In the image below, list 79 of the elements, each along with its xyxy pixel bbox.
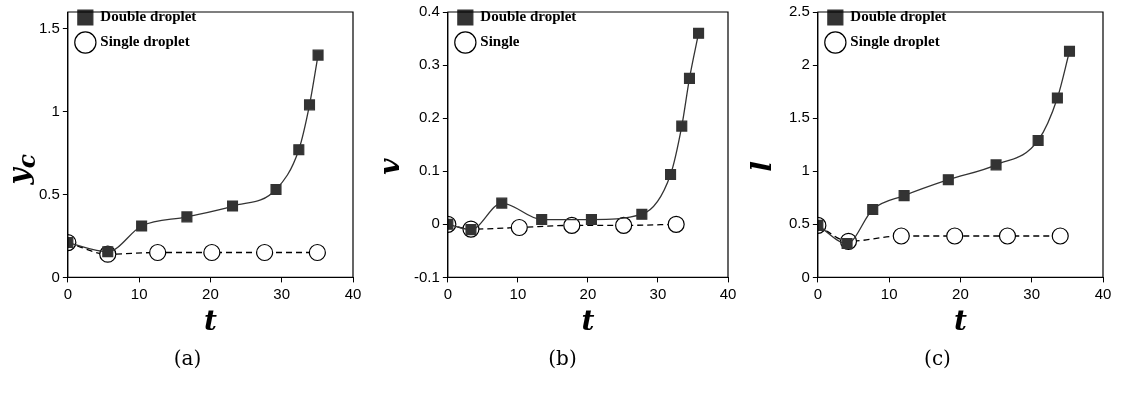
point	[270, 183, 282, 196]
point	[563, 216, 581, 234]
legend-label: Single droplet	[100, 33, 190, 50]
point	[1032, 134, 1044, 146]
point	[867, 203, 879, 216]
point	[667, 215, 685, 233]
y-tick-label: 1	[801, 161, 810, 179]
point	[946, 227, 964, 245]
point	[510, 218, 528, 237]
x-tick-label: 30	[1023, 284, 1041, 302]
point	[636, 208, 648, 220]
text: (a)	[172, 346, 203, 370]
x-tick-label: 10	[509, 284, 527, 302]
y-tick-label: 0	[51, 267, 60, 285]
y-tick-label: 1.5	[788, 108, 810, 126]
point	[203, 243, 221, 262]
x-tick-label: 30	[649, 284, 667, 302]
point	[998, 227, 1017, 245]
x-tick-label: 40	[1094, 284, 1112, 302]
y-axis-title: v	[372, 158, 406, 175]
x-tick-label: 30	[273, 284, 291, 302]
x-tick-label: 0	[63, 284, 73, 302]
y-axis-title: l	[744, 161, 778, 172]
y-tick-label: 0	[801, 267, 810, 285]
point	[149, 243, 167, 262]
y-tick-label: 2	[801, 55, 810, 73]
legend-label: Double droplet	[100, 8, 197, 25]
y-tick-label: 0.4	[418, 2, 440, 20]
y-tick-label: 0	[431, 214, 440, 232]
point	[308, 243, 326, 262]
point	[892, 227, 910, 245]
y-tick-label: 0.5	[38, 184, 60, 202]
text: (b)	[547, 346, 578, 370]
point	[136, 220, 148, 232]
point	[312, 49, 324, 61]
x-axis-title: t	[953, 304, 967, 338]
x-tick-label: 0	[443, 284, 453, 302]
y-tick-label: 0.3	[418, 55, 440, 73]
point	[256, 243, 274, 262]
point	[536, 213, 548, 226]
x-axis-title: t	[581, 304, 595, 338]
x-tick-label: 40	[719, 284, 737, 302]
point	[942, 174, 954, 186]
legend-label: Single	[480, 33, 520, 50]
x-tick-label: 20	[202, 284, 219, 302]
y-tick-label: 2.5	[788, 2, 810, 20]
y-tick-label: 0.5	[788, 214, 810, 232]
legend-label: Double droplet	[480, 8, 577, 25]
point	[1051, 227, 1069, 245]
point	[303, 99, 316, 111]
point	[615, 216, 633, 234]
text: (c)	[923, 346, 952, 370]
x-tick-label: 10	[130, 284, 148, 302]
x-axis-title: t	[203, 304, 217, 338]
point	[293, 144, 305, 156]
y-tick-label: 0.1	[418, 161, 440, 179]
point	[898, 190, 910, 202]
point	[585, 213, 597, 226]
x-tick-label: 10	[880, 284, 898, 302]
legend-label: Double droplet	[850, 8, 947, 25]
x-tick-label: 20	[952, 284, 969, 302]
y-tick-label: -0.1	[413, 267, 440, 285]
point	[226, 200, 239, 212]
x-tick-label: 0	[813, 284, 823, 302]
point	[990, 159, 1002, 171]
y-tick-label: 1	[51, 101, 60, 119]
point	[693, 27, 705, 39]
point	[1063, 45, 1076, 57]
point	[496, 197, 508, 209]
point	[665, 168, 677, 180]
point	[1051, 92, 1063, 104]
point	[683, 72, 696, 84]
y-tick-label: 0.2	[418, 108, 440, 126]
x-tick-label: 40	[344, 284, 362, 302]
y-tick-label: 1.5	[38, 18, 60, 36]
x-tick-label: 20	[579, 284, 597, 302]
point	[676, 120, 688, 132]
point	[181, 211, 193, 223]
legend-label: Single droplet	[850, 33, 940, 50]
